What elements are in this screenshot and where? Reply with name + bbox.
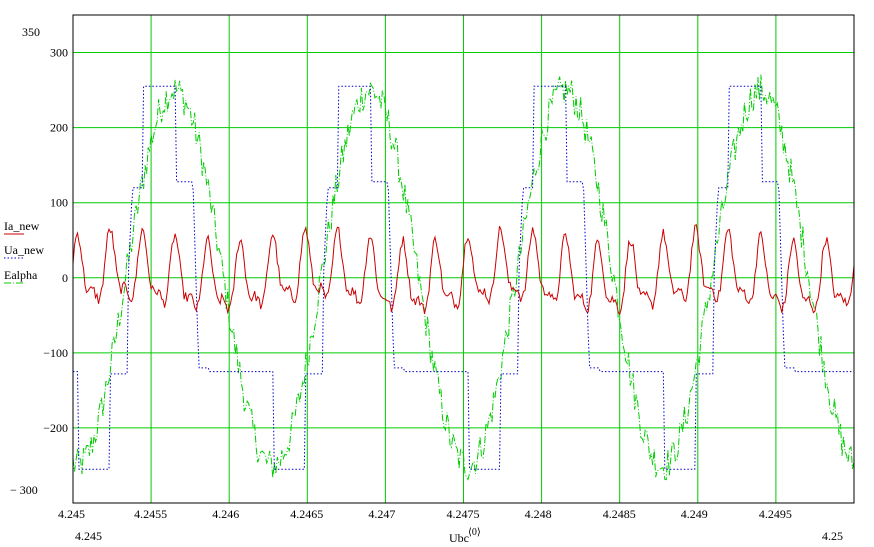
y-tick-label: −200: [43, 421, 68, 435]
y-extent-bottom-label: − 300: [10, 483, 38, 497]
x-axis-label: Ubc ⟨0⟩: [449, 527, 481, 545]
legend-label: Ua_new: [4, 243, 44, 257]
x-tick-label: 4.246: [212, 507, 239, 521]
series-line-ia-new: [72, 223, 855, 316]
x-tick-label: 4.249: [681, 507, 708, 521]
legend-label: Ia_new: [4, 219, 40, 233]
x-tick-label: 4.2465: [290, 507, 323, 521]
y-tick-label: −100: [43, 346, 68, 360]
legend: Ia_new Ua_new Ealpha: [4, 219, 44, 284]
x-tick-label: 4.2455: [134, 507, 167, 521]
x-axis-label-text: Ubc: [449, 531, 469, 545]
y-tick-labels: −200 −100 0 100 200 300: [43, 46, 68, 435]
x-tick-label: 4.245: [58, 507, 85, 521]
y-tick-label: 100: [50, 196, 68, 210]
x-extent-left-label: 4.245: [75, 529, 102, 543]
legend-label: Ealpha: [4, 268, 38, 282]
y-tick-label: 0: [62, 271, 68, 285]
x-axis-label-superscript: ⟨0⟩: [468, 527, 481, 538]
series-line-ealpha: [72, 74, 855, 481]
x-tick-label: 4.247: [368, 507, 395, 521]
y-tick-label: 300: [50, 46, 68, 60]
series-layer: [72, 74, 855, 481]
plot-frame: [72, 14, 855, 504]
y-extent-top-label: 350: [22, 25, 40, 39]
x-tick-label: 4.2495: [759, 507, 792, 521]
x-tick-label: 4.248: [525, 507, 552, 521]
x-tick-label: 4.2475: [447, 507, 480, 521]
x-extent-right-label: 4.25: [822, 529, 843, 543]
y-tick-label: 200: [50, 121, 68, 135]
x-tick-label: 4.2485: [603, 507, 636, 521]
x-tick-labels: 4.245 4.2455 4.246 4.2465 4.247 4.2475 4.248 4.…: [58, 507, 792, 521]
